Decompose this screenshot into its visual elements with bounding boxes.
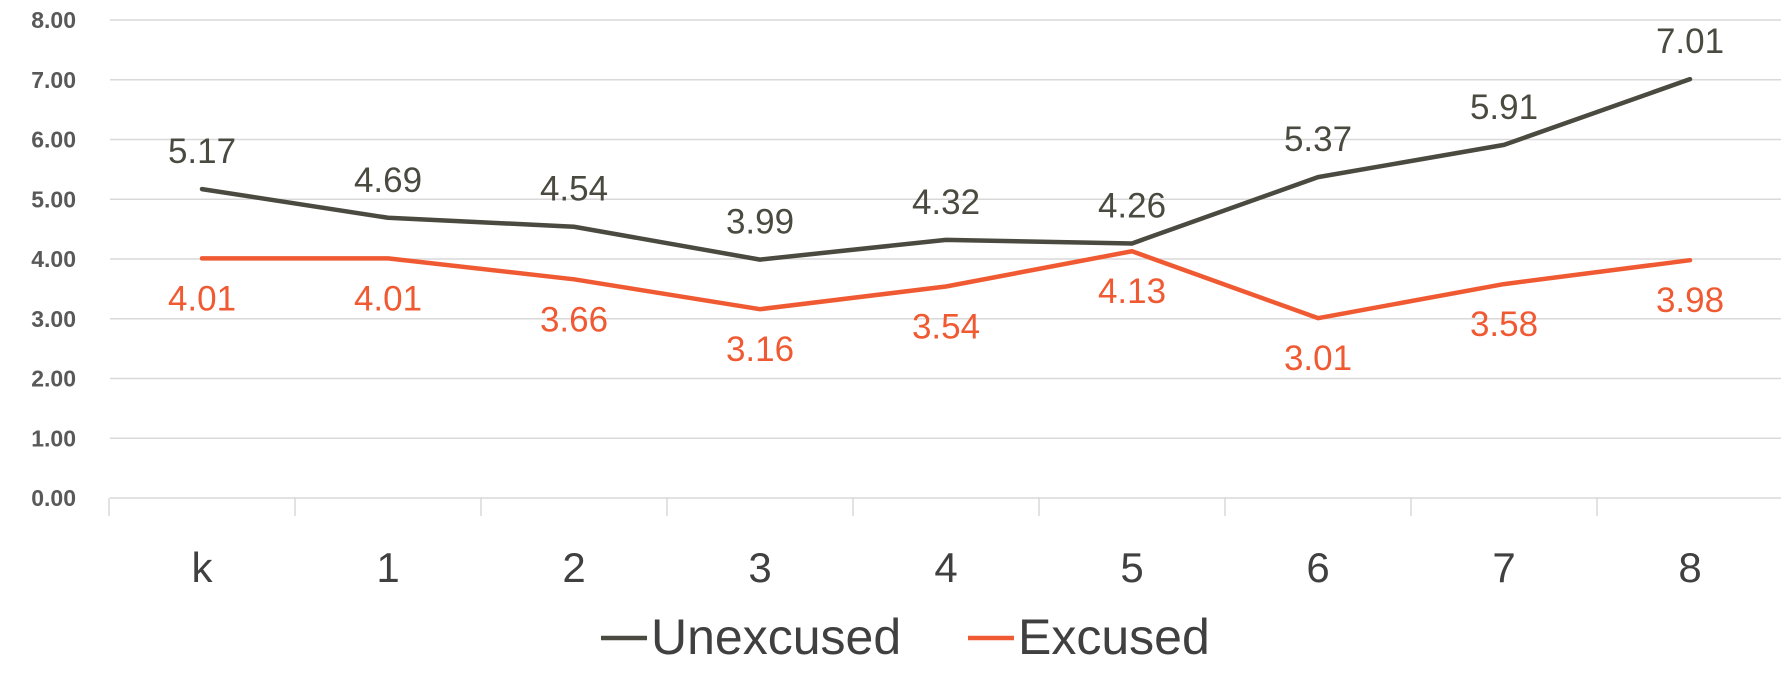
x-tick-label: k bbox=[192, 544, 214, 591]
y-tick-label: 3.00 bbox=[31, 306, 76, 332]
x-axis: k 1 2 3 4 5 6 7 8 bbox=[108, 498, 1702, 591]
y-tick-label: 2.00 bbox=[31, 366, 76, 392]
y-tick-label: 1.00 bbox=[31, 425, 76, 451]
data-label-excused: 3.54 bbox=[912, 307, 980, 346]
x-tick-label: 1 bbox=[376, 544, 399, 591]
data-label-unexcused: 4.26 bbox=[1098, 186, 1166, 225]
y-tick-label: 8.00 bbox=[31, 7, 76, 33]
data-label-unexcused: 4.69 bbox=[354, 161, 422, 200]
data-label-excused: 3.01 bbox=[1284, 339, 1352, 378]
data-label-excused: 4.01 bbox=[168, 279, 236, 318]
data-label-unexcused: 7.01 bbox=[1656, 22, 1724, 61]
y-tick-label: 6.00 bbox=[31, 127, 76, 153]
x-tick-label: 2 bbox=[562, 544, 585, 591]
y-tick-label: 5.00 bbox=[31, 186, 76, 212]
x-tick-label: 7 bbox=[1492, 544, 1515, 591]
data-label-excused: 3.66 bbox=[540, 300, 608, 339]
x-tick-label: 8 bbox=[1678, 544, 1701, 591]
data-label-excused: 4.01 bbox=[354, 279, 422, 318]
data-label-unexcused: 4.32 bbox=[912, 183, 980, 222]
x-tick-label: 4 bbox=[934, 544, 957, 591]
series-lines bbox=[199, 76, 1693, 321]
y-tick-label: 7.00 bbox=[31, 67, 76, 93]
data-label-unexcused: 3.99 bbox=[726, 203, 794, 242]
data-label-unexcused: 4.54 bbox=[540, 170, 608, 209]
data-labels: 5.17 4.69 4.54 3.99 4.32 4.26 5.37 5.91 7.01 4.01… bbox=[168, 22, 1724, 378]
series-line-excused bbox=[199, 248, 1693, 321]
legend-label-unexcused: Unexcused bbox=[651, 609, 901, 665]
x-tick-label: 3 bbox=[748, 544, 771, 591]
series-line-unexcused bbox=[199, 76, 1693, 262]
data-label-excused: 3.98 bbox=[1656, 281, 1724, 320]
data-label-unexcused: 5.17 bbox=[168, 132, 236, 171]
legend-label-excused: Excused bbox=[1018, 609, 1210, 665]
y-axis: 0.00 1.00 2.00 3.00 4.00 5.00 6.00 7.00 8.00 bbox=[31, 7, 76, 511]
data-label-excused: 4.13 bbox=[1098, 272, 1166, 311]
data-label-unexcused: 5.37 bbox=[1284, 120, 1352, 159]
x-tick-label: 6 bbox=[1306, 544, 1329, 591]
data-label-unexcused: 5.91 bbox=[1470, 88, 1538, 127]
y-tick-label: 4.00 bbox=[31, 246, 76, 272]
legend: Unexcused Excused bbox=[601, 609, 1210, 665]
data-label-excused: 3.58 bbox=[1470, 305, 1538, 344]
x-tick-label: 5 bbox=[1120, 544, 1143, 591]
data-label-excused: 3.16 bbox=[726, 330, 794, 369]
y-tick-label: 0.00 bbox=[31, 485, 76, 511]
